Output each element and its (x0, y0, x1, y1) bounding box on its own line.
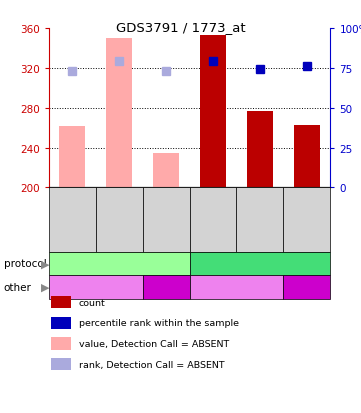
Text: mRNA: mRNA (151, 282, 181, 292)
Text: GSM554073: GSM554073 (256, 196, 264, 244)
Text: count: count (79, 298, 105, 307)
Text: GSM554072: GSM554072 (115, 196, 123, 244)
Bar (59, 126, 85, 188)
Text: control: control (101, 259, 137, 269)
Text: BRCA1 depletion: BRCA1 depletion (216, 259, 304, 269)
Text: ▶: ▶ (41, 282, 49, 292)
Bar (247, 112, 273, 188)
Text: GSM554070: GSM554070 (68, 196, 77, 244)
Bar (106, 39, 132, 188)
Text: other: other (4, 282, 31, 292)
Text: value, Detection Call = ABSENT: value, Detection Call = ABSENT (79, 339, 229, 348)
Text: GSM554071: GSM554071 (209, 196, 217, 244)
Text: protocol: protocol (4, 259, 46, 269)
Text: GSM554075: GSM554075 (303, 196, 311, 244)
Text: ▶: ▶ (41, 259, 49, 269)
Text: total RNA: total RNA (213, 282, 260, 292)
Bar (200, 36, 226, 188)
Bar (294, 125, 320, 188)
Bar (153, 154, 179, 188)
Text: percentile rank within the sample: percentile rank within the sample (79, 318, 239, 328)
Text: mRNA: mRNA (292, 282, 322, 292)
Text: rank, Detection Call = ABSENT: rank, Detection Call = ABSENT (79, 360, 224, 369)
Text: total RNA: total RNA (73, 282, 119, 292)
Text: GDS3791 / 1773_at: GDS3791 / 1773_at (116, 21, 245, 33)
Text: GSM554074: GSM554074 (162, 196, 170, 244)
